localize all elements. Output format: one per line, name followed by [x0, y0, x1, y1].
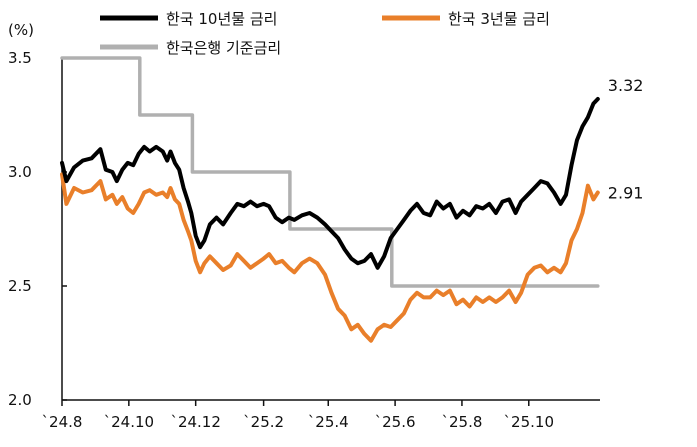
x-tick-label: `25.4: [308, 413, 349, 431]
y-ticks: 2.0 2.5 3.0 3.5: [8, 49, 67, 409]
y-tick-label: 3.0: [8, 163, 32, 181]
legend-label-10y: 한국 10년물 금리: [166, 10, 277, 28]
legend-label-base-rate: 한국은행 기준금리: [166, 39, 281, 57]
x-tick-label: `25.10: [504, 413, 554, 431]
x-tick-label: `25.8: [441, 413, 482, 431]
legend-label-3y: 한국 3년물 금리: [448, 10, 550, 28]
series-line-10y: [60, 97, 600, 270]
x-tick-label: `25.6: [375, 413, 416, 431]
series-line-base-rate: [60, 56, 600, 288]
series-line-3y: [60, 172, 600, 343]
y-tick-label: 2.0: [8, 391, 32, 409]
axes: (%): [8, 21, 600, 401]
y-unit-label: (%): [8, 21, 34, 39]
legend: 한국 10년물 금리 한국 3년물 금리 한국은행 기준금리: [100, 10, 550, 57]
end-labels: 3.32 2.91: [608, 76, 644, 202]
x-tick-label: `25.2: [243, 413, 284, 431]
end-label-10y: 3.32: [608, 76, 644, 95]
series-layer: [60, 56, 600, 343]
y-tick-label: 3.5: [8, 49, 32, 67]
x-tick-label: `24.12: [170, 413, 220, 431]
x-ticks: `24.8 `24.10 `24.12 `25.2 `25.4 `25.6 `25.8 `25…: [42, 400, 554, 431]
x-tick-label: `24.8: [42, 413, 83, 431]
y-tick-label: 2.5: [8, 277, 32, 295]
end-label-3y: 2.91: [608, 184, 644, 203]
x-tick-label: `24.10: [104, 413, 154, 431]
